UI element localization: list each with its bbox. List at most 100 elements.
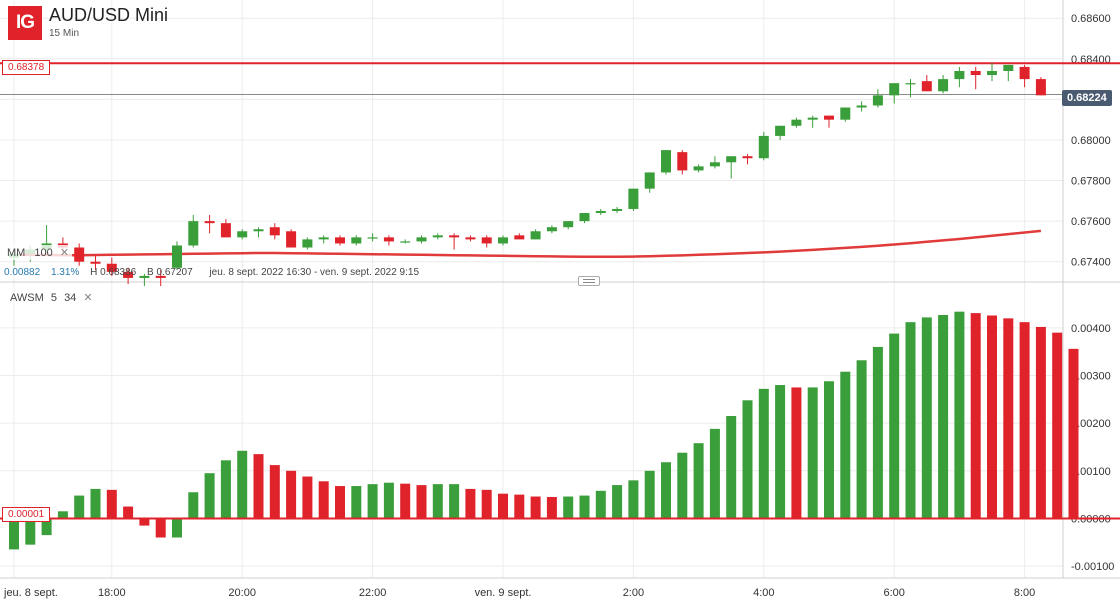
candle-body [1003, 64, 1014, 71]
awsm-bar [856, 360, 867, 519]
candle-body [172, 245, 182, 268]
candle-body [938, 79, 949, 92]
candle-body [286, 231, 297, 248]
awsm-bar [1019, 322, 1030, 519]
awsm-bar [1068, 348, 1079, 519]
candle-body [595, 210, 606, 214]
candle-body [872, 95, 883, 106]
awsm-legend-p2: 34 [64, 292, 77, 304]
awsm-bar [970, 313, 981, 519]
awsm-bar [139, 518, 150, 526]
candle-body [155, 275, 166, 278]
awsm-bar [514, 494, 525, 519]
awsm-bar [693, 443, 704, 519]
x-tick-label: 18:00 [98, 587, 126, 599]
awsm-bar [563, 496, 574, 519]
awsm-bar [612, 485, 623, 519]
awsm-bar [1003, 318, 1014, 519]
awsm-bar [188, 492, 199, 519]
awsm-bar [595, 490, 606, 519]
awsm-bar [628, 480, 639, 519]
awsm-bar [74, 495, 85, 519]
candle-body [188, 221, 199, 246]
awsm-y-tick-label: 0.00400 [1071, 323, 1111, 335]
awsm-bar [921, 317, 932, 519]
candle-body [612, 208, 623, 211]
awsm-legend[interactable]: AWSM 5 34 ✕ [10, 291, 93, 304]
price-y-tick-label: 0.68000 [1071, 135, 1111, 147]
price-stats: 0.00882 1.31% H 0.68386 B 0.67207 jeu. 8… [4, 267, 419, 278]
candle-body [139, 275, 150, 278]
stats-low-label: B [147, 267, 154, 278]
awsm-bar [449, 484, 460, 519]
candle-body [106, 263, 117, 272]
awsm-bar [498, 493, 508, 519]
candle-body [367, 237, 378, 239]
candle-body [742, 156, 753, 159]
stats-high-label: H [90, 267, 98, 278]
ma-legend[interactable]: MM 100 ✕ [4, 245, 73, 260]
awsm-bar [791, 387, 802, 519]
awsm-bar [677, 452, 688, 519]
awsm-bar [987, 315, 997, 519]
price-y-tick-label: 0.67800 [1071, 176, 1111, 188]
awsm-y-tick-label: 0.00200 [1071, 418, 1111, 430]
candle-body [987, 70, 997, 76]
awsm-bar [938, 315, 949, 519]
awsm-bar [220, 460, 231, 519]
awsm-bar [351, 486, 362, 519]
awsm-y-tick-label: 0.00100 [1071, 466, 1111, 478]
awsm-bar [269, 465, 280, 519]
x-tick-label: ven. 9 sept. [475, 587, 532, 599]
awsm-bar [335, 486, 345, 519]
awsm-bar [416, 485, 427, 519]
awsm-bar [840, 371, 851, 519]
horizontal-line-price-label[interactable]: 0.68378 [2, 60, 51, 75]
candle-body [546, 227, 557, 232]
awsm-bar [872, 346, 883, 519]
awsm-bar [889, 333, 900, 519]
candle-body [889, 83, 900, 96]
awsm-bar [57, 511, 68, 519]
panel-resize-handle[interactable] [578, 276, 600, 286]
awsm-bar [41, 518, 52, 536]
awsm-bar [465, 488, 476, 519]
x-tick-label: 2:00 [623, 587, 644, 599]
candle-body [530, 231, 541, 240]
awsm-bar [1035, 326, 1046, 519]
candle-body [204, 221, 215, 224]
price-y-tick-label: 0.67400 [1071, 257, 1111, 269]
candle-body [90, 261, 101, 264]
ma-close-icon[interactable]: ✕ [59, 247, 70, 259]
candle-body [709, 162, 720, 167]
candle-body [237, 231, 248, 238]
candle-body [970, 70, 981, 76]
ma-legend-name: MM [7, 247, 26, 259]
candle-body [123, 271, 134, 278]
stats-high: 0.68386 [100, 267, 137, 278]
awsm-bar [400, 483, 411, 519]
awsm-bar [237, 450, 248, 519]
awsm-bar [579, 495, 590, 519]
candle-body [351, 237, 362, 244]
candle-body [644, 172, 655, 189]
awsm-bar [172, 518, 182, 538]
candle-body [449, 235, 460, 238]
candle-body [269, 227, 280, 236]
awsm-bar [123, 506, 134, 519]
candle-body [432, 235, 443, 238]
awsm-bar [253, 454, 264, 519]
candle-body [400, 241, 411, 243]
stats-change: 0.00882 [4, 267, 41, 278]
candle-body [775, 125, 786, 136]
ig-logo: IG [8, 6, 42, 40]
x-tick-label: 6:00 [883, 587, 904, 599]
awsm-y-tick-label: -0.00100 [1071, 561, 1114, 573]
awsm-bar [432, 484, 443, 519]
price-y-tick-label: 0.67600 [1071, 216, 1111, 228]
x-tick-label: jeu. 8 sept. [3, 587, 58, 599]
awsm-close-icon[interactable]: ✕ [83, 292, 93, 304]
stats-change-pct: 1.31% [50, 267, 80, 278]
awsm-bar [807, 387, 818, 519]
